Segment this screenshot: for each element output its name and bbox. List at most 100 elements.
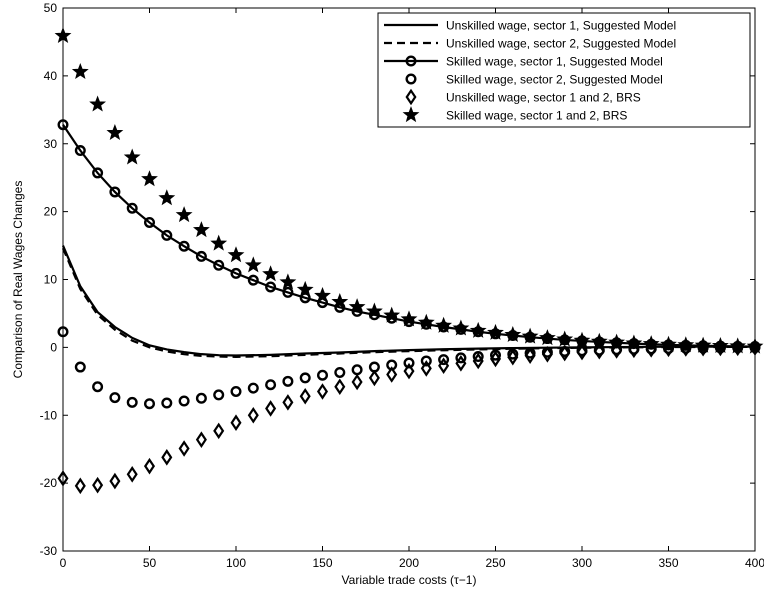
circle-marker xyxy=(213,389,225,401)
circle-marker xyxy=(472,351,484,363)
diamond-marker xyxy=(143,457,156,475)
star-marker xyxy=(729,337,747,354)
legend-label: Skilled wage, sector 2, Suggested Model xyxy=(446,73,663,87)
star-marker xyxy=(192,221,210,238)
star-marker xyxy=(175,206,193,223)
series-layer xyxy=(54,26,764,495)
circle-marker xyxy=(178,395,190,407)
circle-marker xyxy=(143,216,155,228)
legend-item: Skilled wage, sector 1 and 2, BRS xyxy=(402,106,627,123)
diamond-marker xyxy=(92,476,104,494)
circle-marker xyxy=(299,292,311,304)
star-marker xyxy=(123,148,141,165)
star-marker xyxy=(521,327,539,344)
diamond-marker xyxy=(593,342,605,360)
diamond-marker xyxy=(559,344,571,362)
star-marker xyxy=(71,62,89,79)
circle-marker xyxy=(57,326,69,338)
y-tick-label: 30 xyxy=(44,137,58,151)
circle-marker xyxy=(92,381,104,393)
x-tick-label: 150 xyxy=(312,556,332,570)
star-marker xyxy=(556,330,574,347)
series-6 xyxy=(54,26,764,354)
legend-item: Skilled wage, sector 1, Suggested Model xyxy=(384,55,663,69)
diamond-marker xyxy=(334,378,346,396)
diamond-marker xyxy=(368,369,380,387)
diamond-marker xyxy=(230,414,242,431)
diamond-marker xyxy=(455,355,467,372)
star-marker xyxy=(590,332,608,349)
x-tick-label: 50 xyxy=(143,556,157,570)
legend-item: Unskilled wage, sector 2, Suggested Mode… xyxy=(384,37,676,51)
legend-label: Unskilled wage, sector 2, Suggested Mode… xyxy=(446,37,676,51)
star-marker xyxy=(538,329,556,346)
circle-marker xyxy=(282,375,294,387)
star-marker xyxy=(435,316,453,333)
star-marker xyxy=(417,313,435,330)
circle-marker xyxy=(438,354,450,366)
circle-marker xyxy=(195,250,207,262)
circle-marker xyxy=(334,366,346,378)
diamond-marker xyxy=(541,346,553,363)
star-marker xyxy=(625,334,643,351)
star-marker xyxy=(677,336,695,353)
circle-marker xyxy=(247,274,259,286)
x-tick-label: 250 xyxy=(485,556,505,570)
circle-marker xyxy=(213,259,225,271)
star-marker xyxy=(158,189,176,206)
star-marker xyxy=(694,336,712,353)
circle-marker xyxy=(195,392,207,404)
x-tick-label: 400 xyxy=(745,556,764,570)
legend-item: Skilled wage, sector 2, Suggested Model xyxy=(405,73,663,87)
diamond-marker xyxy=(178,440,190,457)
diamond-marker xyxy=(161,449,173,466)
diamond-marker xyxy=(472,352,484,370)
star-marker xyxy=(400,310,418,327)
star-marker xyxy=(642,335,660,352)
circle-marker xyxy=(299,372,311,384)
y-tick-label: -30 xyxy=(40,544,58,558)
star-marker xyxy=(608,333,626,350)
star-marker xyxy=(383,306,401,323)
legend-label: Skilled wage, sector 1 and 2, BRS xyxy=(446,109,627,123)
diamond-marker xyxy=(489,350,502,368)
circle-marker xyxy=(420,355,432,367)
legend-item: Unskilled wage, sector 1, Suggested Mode… xyxy=(384,19,676,33)
y-tick-label: 40 xyxy=(44,69,58,83)
circle-marker xyxy=(265,281,277,293)
star-marker xyxy=(227,246,245,263)
star-marker xyxy=(487,323,504,340)
diamond-marker xyxy=(265,400,277,417)
circle-marker xyxy=(405,73,417,85)
circle-marker xyxy=(109,186,121,198)
circle-marker xyxy=(230,385,242,397)
circle-marker xyxy=(230,267,242,279)
star-marker xyxy=(746,337,764,354)
star-marker xyxy=(365,302,383,319)
star-marker xyxy=(244,256,262,273)
legend-label: Unskilled wage, sector 1 and 2, BRS xyxy=(446,91,641,105)
diamond-marker xyxy=(57,470,69,487)
star-marker xyxy=(54,26,72,43)
circle-marker xyxy=(109,392,121,404)
axis-layer: 0 50 100 150 200 250 300 350 400 -30 -20 -10 0 10 20 30… xyxy=(40,1,764,570)
star-marker xyxy=(106,124,124,141)
star-marker xyxy=(279,273,297,290)
diamond-marker xyxy=(576,343,588,361)
star-marker xyxy=(469,321,487,338)
diamond-marker xyxy=(282,394,294,411)
legend-label: Skilled wage, sector 1, Suggested Model xyxy=(446,55,663,69)
star-marker xyxy=(504,325,522,342)
circle-marker xyxy=(178,240,190,252)
star-marker xyxy=(314,286,331,303)
star-marker xyxy=(660,335,677,352)
circle-marker xyxy=(126,396,138,408)
circle-marker xyxy=(405,55,417,67)
y-tick-label: 20 xyxy=(44,205,58,219)
series-line xyxy=(61,247,756,358)
star-marker xyxy=(452,319,470,336)
legend-label: Unskilled wage, sector 1, Suggested Mode… xyxy=(446,19,676,33)
series-2 xyxy=(61,247,756,358)
legend-items: Unskilled wage, sector 1, Suggested Mode… xyxy=(384,19,676,123)
